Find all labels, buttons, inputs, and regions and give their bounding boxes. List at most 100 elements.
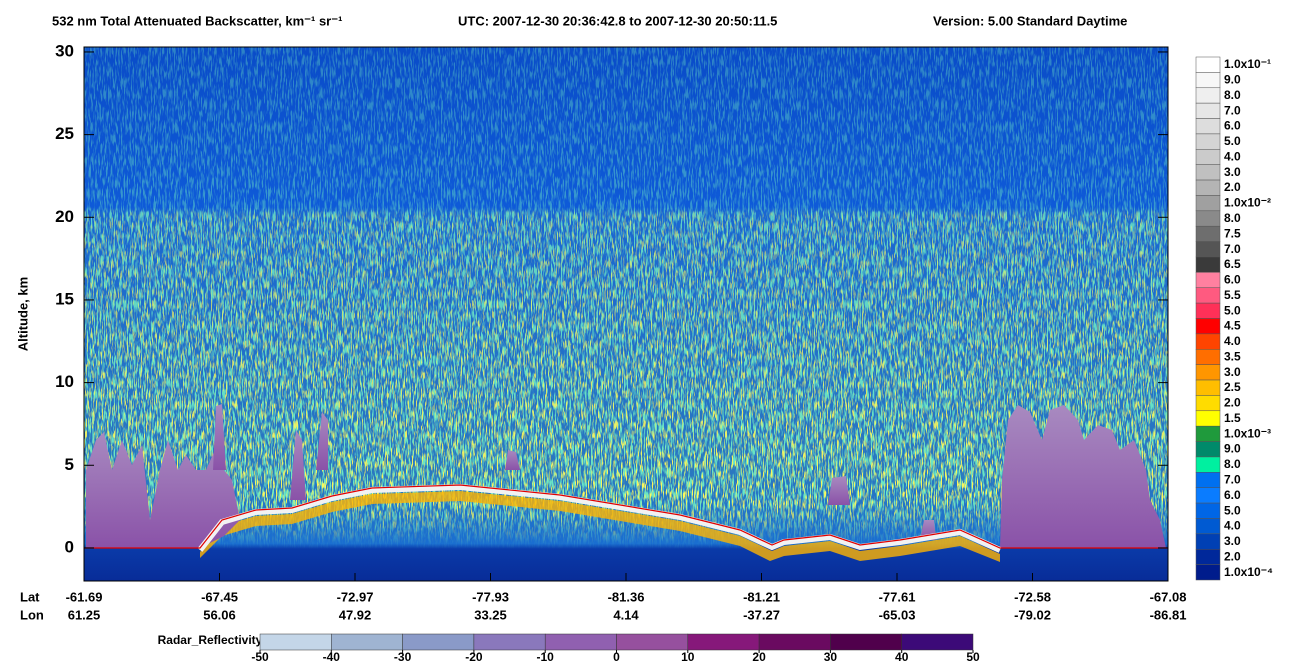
y-tick-label: 10 (55, 372, 74, 391)
radar-swatch (901, 633, 974, 651)
radar-tick-label: 10 (681, 650, 695, 664)
colorbar-swatch (1195, 256, 1221, 273)
radar-tick-label: -50 (251, 650, 269, 664)
colorbar-swatch (1195, 287, 1221, 304)
radar-swatch (544, 633, 617, 651)
colorbar-label: 1.0x10⁻¹ (1224, 57, 1271, 71)
y-tick-label: 25 (55, 124, 74, 143)
y-axis-label: Altitude, km (15, 277, 30, 351)
radar-tick-label: -20 (465, 650, 483, 664)
y-tick-label: 15 (55, 289, 74, 308)
colorbar-swatch (1195, 472, 1221, 488)
x-tick-label: -72.58 (1014, 589, 1051, 604)
radar-tick-label: -10 (537, 650, 555, 664)
colorbar-swatch (1195, 502, 1221, 519)
colorbar-label: 4.0 (1224, 149, 1241, 163)
radar-tick-label: 20 (752, 650, 766, 664)
colorbar-swatch (1195, 102, 1221, 119)
x-tick-label: -81.36 (608, 589, 645, 604)
colorbar-swatch (1195, 333, 1221, 350)
x-tick-label: -81.21 (743, 589, 780, 604)
backscatter-image (84, 47, 1168, 581)
radar-clouds (86, 404, 1166, 548)
radar-tick-label: 50 (966, 650, 980, 664)
colorbar-label: 1.0x10⁻³ (1224, 426, 1271, 440)
colorbar-swatch (1195, 149, 1221, 165)
colorbar-swatch (1195, 56, 1221, 73)
radar-swatch (687, 633, 760, 651)
radar-swatch (331, 633, 403, 651)
x-tick-label: -61.69 (66, 589, 103, 604)
colorbar-swatch (1195, 564, 1221, 581)
radar-label: Radar_Reflectivity (158, 633, 263, 647)
colorbar-swatch (1195, 72, 1221, 89)
x-tick-label: 4.14 (613, 607, 639, 622)
colorbar-swatch (1195, 456, 1221, 473)
colorbar-label: 3.0 (1224, 165, 1241, 179)
colorbar-swatch (1195, 410, 1221, 427)
radar-swatch (830, 633, 902, 651)
radar-tick-label: 30 (824, 650, 838, 664)
surface-line (197, 483, 1002, 553)
colorbar-label: 5.0 (1224, 303, 1241, 317)
colorbar-swatch (1195, 241, 1221, 258)
radar-swatch (758, 633, 831, 651)
colorbar-label: 1.0x10⁻⁴ (1224, 565, 1273, 579)
colorbar-label: 5.5 (1224, 288, 1241, 302)
colorbar-label: 2.5 (1224, 380, 1241, 394)
chart-title: 532 nm Total Attenuated Backscatter, km⁻… (52, 13, 342, 28)
radar-swatch (473, 633, 546, 651)
colorbar-label: 5.0 (1224, 503, 1241, 517)
colorbar-swatch (1195, 533, 1221, 550)
y-tick-label: 5 (65, 455, 74, 474)
colorbar-label: 2.0 (1224, 549, 1241, 563)
colorbar-swatch (1195, 518, 1221, 535)
colorbar-label: 5.0 (1224, 134, 1241, 148)
colorbar-label: 6.5 (1224, 257, 1241, 271)
colorbar-label: 3.0 (1224, 365, 1241, 379)
colorbar-swatch (1195, 87, 1221, 104)
colorbar-label: 9.0 (1224, 73, 1241, 87)
x-tick-label: -67.08 (1150, 589, 1187, 604)
colorbar-label: 2.0 (1224, 396, 1241, 410)
x-tick-label: -79.02 (1014, 607, 1051, 622)
x-tick-label: -37.27 (743, 607, 780, 622)
colorbar-swatch (1195, 225, 1221, 242)
x-tick-label: 56.06 (203, 607, 236, 622)
colorbar-swatch (1195, 349, 1221, 365)
colorbar-swatch (1195, 487, 1221, 504)
colorbar-swatch (1195, 395, 1221, 412)
y-tick-label: 0 (65, 537, 74, 556)
colorbar-label: 9.0 (1224, 442, 1241, 456)
x-tick-label: -77.61 (879, 589, 916, 604)
colorbar-label: 6.0 (1224, 119, 1241, 133)
x-tick-label: -77.93 (472, 589, 509, 604)
version: Version: 5.00 Standard Daytime (933, 13, 1127, 28)
colorbar-label: 8.0 (1224, 88, 1241, 102)
radar-swatch (259, 633, 332, 651)
colorbar-swatch (1195, 272, 1221, 288)
colorbar-swatch (1195, 425, 1221, 442)
x-tick-label: -72.97 (337, 589, 374, 604)
utc-range: UTC: 2007-12-30 20:36:42.8 to 2007-12-30… (458, 13, 777, 28)
colorbar-swatch (1195, 179, 1221, 196)
colorbar-swatch (1195, 379, 1221, 396)
radar-tick-label: 0 (613, 650, 620, 664)
colorbar-label: 2.0 (1224, 180, 1241, 194)
x-row-name: Lon (20, 607, 44, 622)
radar-tick-label: -30 (394, 650, 412, 664)
colorbar-label: 4.0 (1224, 519, 1241, 533)
colorbar-swatch (1195, 118, 1221, 135)
radar-swatch (402, 633, 475, 651)
colorbar-label: 7.5 (1224, 226, 1241, 240)
colorbar-label: 1.5 (1224, 411, 1241, 425)
x-tick-label: -86.81 (1150, 607, 1187, 622)
colorbar-label: 4.5 (1224, 319, 1241, 333)
colorbar-swatch (1195, 210, 1221, 227)
x-tick-label: -65.03 (879, 607, 916, 622)
colorbar-label: 4.0 (1224, 334, 1241, 348)
colorbar-swatch (1195, 302, 1221, 319)
colorbar-swatch (1195, 133, 1221, 150)
x-tick-label: -67.45 (201, 589, 238, 604)
